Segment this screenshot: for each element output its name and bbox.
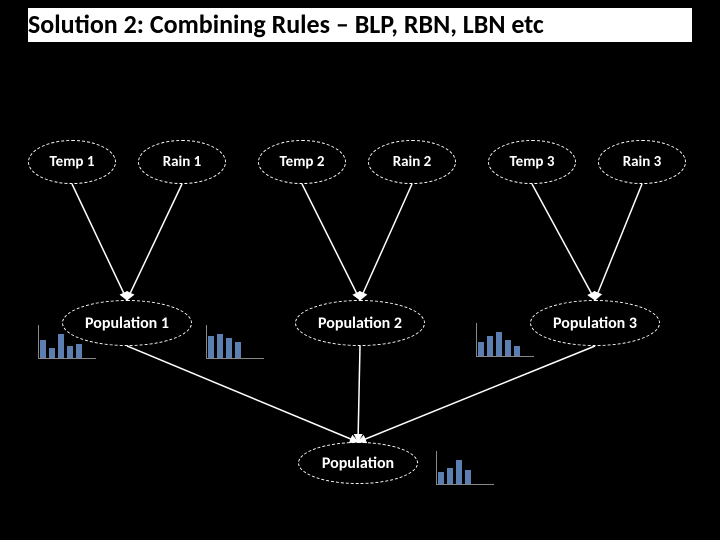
node-label: Rain 3 (623, 153, 662, 171)
chart-bars (40, 328, 82, 358)
node-label: Rain 2 (393, 153, 432, 171)
node-label: Population 2 (318, 314, 402, 333)
node-population2: Population 2 (295, 300, 425, 346)
mini-chart (198, 320, 268, 365)
node-label: Temp 3 (510, 153, 555, 171)
chart-bars (478, 326, 520, 356)
node-rain3: Rain 3 (598, 140, 686, 184)
node-label: Rain 1 (163, 153, 202, 171)
chart-bars (438, 454, 471, 484)
node-temp1: Temp 1 (28, 140, 116, 184)
slide-title: Solution 2: Combining Rules – BLP, RBN, … (28, 8, 692, 42)
node-rain1: Rain 1 (138, 140, 226, 184)
node-population: Population (298, 442, 418, 484)
node-label: Population (322, 454, 394, 473)
mini-chart (428, 446, 498, 491)
chart-bars (208, 328, 241, 358)
mini-chart (468, 318, 538, 363)
mini-chart (30, 320, 100, 365)
node-population3: Population 3 (530, 300, 660, 346)
node-rain2: Rain 2 (368, 140, 456, 184)
node-label: Temp 1 (50, 153, 95, 171)
node-temp3: Temp 3 (488, 140, 576, 184)
node-temp2: Temp 2 (258, 140, 346, 184)
node-label: Population 3 (553, 314, 637, 333)
node-label: Temp 2 (280, 153, 325, 171)
